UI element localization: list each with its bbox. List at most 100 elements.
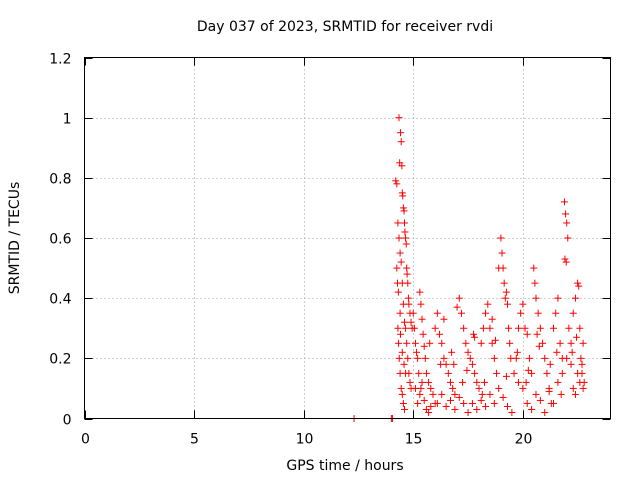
- data-point: [498, 249, 506, 257]
- data-point: [541, 408, 549, 416]
- data-point: [574, 369, 582, 377]
- data-point: [402, 324, 410, 332]
- data-point: [571, 294, 579, 302]
- data-point: [536, 324, 544, 332]
- data-point: [539, 339, 547, 347]
- data-point: [484, 300, 492, 308]
- data-point: [471, 369, 479, 377]
- data-point: [399, 399, 407, 407]
- data-point: [568, 348, 576, 356]
- data-point: [395, 234, 403, 242]
- data-point: [462, 339, 470, 347]
- data-point: [514, 378, 522, 386]
- data-point: [398, 348, 406, 356]
- data-point: [440, 354, 448, 362]
- data-point: [409, 309, 417, 317]
- data-point: [524, 366, 532, 374]
- plot-frame: [84, 57, 611, 419]
- data-point: [416, 390, 424, 398]
- data-point: [569, 384, 577, 392]
- data-point: [427, 402, 435, 410]
- data-point: [510, 369, 518, 377]
- data-point: [451, 405, 459, 413]
- data-point: [567, 360, 575, 368]
- data-point: [392, 177, 400, 185]
- data-point: [512, 354, 520, 362]
- data-point: [482, 309, 490, 317]
- data-point: [534, 309, 542, 317]
- data-point: [490, 399, 498, 407]
- data-point: [567, 339, 575, 347]
- data-point: [450, 360, 458, 368]
- data-point: [400, 360, 408, 368]
- data-point: [455, 393, 463, 401]
- data-point: [447, 396, 455, 404]
- data-point: [422, 369, 430, 377]
- data-point: [522, 378, 530, 386]
- data-point: [429, 390, 437, 398]
- data-point: [532, 390, 540, 398]
- y-tick-labels: 0 0.2 0.4 0.6 0.8 1 1.2: [49, 52, 71, 429]
- y-tick-label: 0.6: [49, 232, 71, 248]
- data-point: [502, 288, 510, 296]
- data-point: [471, 333, 479, 341]
- data-point: [414, 354, 422, 362]
- data-point: [477, 396, 485, 404]
- data-point: [554, 378, 562, 386]
- data-point: [479, 324, 487, 332]
- data-point: [453, 303, 461, 311]
- data-point: [431, 324, 439, 332]
- data-point: [417, 384, 425, 392]
- data-point: [402, 369, 410, 377]
- data-point: [488, 339, 496, 347]
- data-point: [398, 390, 406, 398]
- data-point: [493, 369, 501, 377]
- data-point: [404, 294, 412, 302]
- data-point: [420, 342, 428, 350]
- data-point: [460, 399, 468, 407]
- data-point: [578, 360, 586, 368]
- data-point: [499, 393, 507, 401]
- data-point: [403, 339, 411, 347]
- data-point: [427, 384, 435, 392]
- data-point: [505, 324, 513, 332]
- data-point: [468, 360, 476, 368]
- x-tick-labels: 0 5 10 15 20: [81, 432, 532, 448]
- data-point: [413, 348, 421, 356]
- data-point: [491, 336, 499, 344]
- data-point: [477, 339, 485, 347]
- data-point: [418, 315, 426, 323]
- y-tick-label: 1: [63, 112, 72, 128]
- data-point: [425, 378, 433, 386]
- data-point: [396, 249, 404, 257]
- data-point: [403, 264, 411, 272]
- data-point: [579, 339, 587, 347]
- data-point: [420, 396, 428, 404]
- data-point: [402, 234, 410, 242]
- data-point: [400, 318, 408, 326]
- x-tick-label: 0: [81, 432, 90, 448]
- data-point: [579, 384, 587, 392]
- data-point: [480, 378, 488, 386]
- data-points: [350, 114, 588, 422]
- y-tick-label: 0.2: [49, 352, 71, 368]
- data-point: [575, 282, 583, 290]
- data-point: [557, 390, 565, 398]
- data-point: [500, 279, 508, 287]
- data-point: [393, 264, 401, 272]
- data-point: [436, 330, 444, 338]
- y-tick-label: 1.2: [49, 52, 71, 68]
- data-point: [459, 378, 467, 386]
- data-point: [406, 378, 414, 386]
- data-point: [394, 288, 402, 296]
- data-point: [532, 294, 540, 302]
- x-tick-label: 10: [296, 432, 314, 448]
- data-point: [546, 360, 554, 368]
- data-point: [401, 228, 409, 236]
- data-point: [508, 408, 516, 416]
- y-tick-label: 0: [63, 413, 72, 429]
- data-point: [400, 405, 408, 413]
- data-point: [418, 378, 426, 386]
- data-point: [403, 270, 411, 278]
- data-point: [426, 339, 434, 347]
